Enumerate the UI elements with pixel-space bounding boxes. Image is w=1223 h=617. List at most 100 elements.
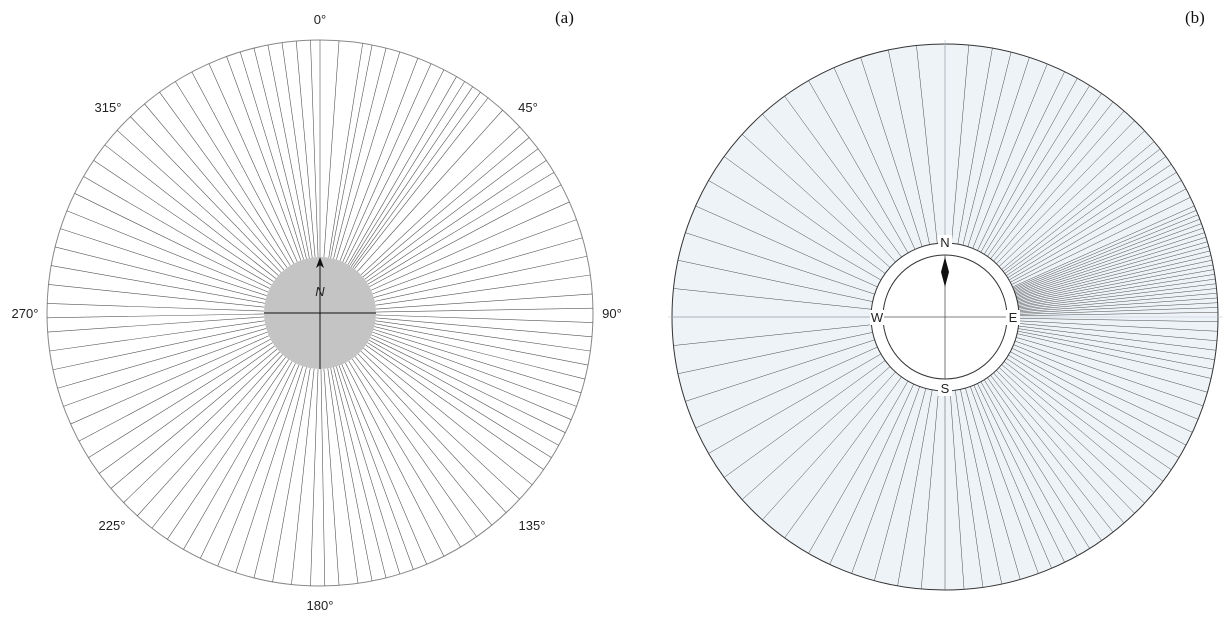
fracture-line [47,316,265,333]
fracture-line [677,332,873,375]
fracture-line [957,48,993,245]
fracture-line [253,48,307,259]
compass-north-label-bg [938,235,952,250]
fracture-line [1018,274,1215,306]
fracture-line [345,362,445,557]
fracture-line [708,353,882,454]
fracture-line [78,339,271,442]
degree-label: 315° [95,100,122,115]
fracture-line [341,364,427,565]
fracture-line [104,144,277,279]
fracture-line [371,334,572,420]
fracture-line [1018,292,1217,311]
fracture-line [374,326,585,380]
fracture-line [49,320,265,352]
fracture-line [993,110,1125,262]
fracture-line [996,370,1135,514]
fracture-line [972,63,1048,249]
fracture-line [339,58,419,261]
fracture-line [984,85,1090,255]
fracture-line [116,130,279,276]
fracture-line [1017,255,1212,301]
fracture-line [1018,288,1217,310]
north-label: N [315,284,325,299]
fracture-line [52,324,266,371]
fracture-line [272,368,311,582]
fracture-line [351,358,477,537]
fracture-line [1017,259,1213,302]
fracture-line [949,390,965,590]
fracture-line [695,205,878,288]
fracture-line [984,379,1090,549]
fracture-line [916,45,938,244]
fracture-line [208,63,298,262]
fracture-line [295,41,316,258]
fracture-line [977,71,1065,251]
fracture-line [920,390,939,589]
fracture-line [336,366,401,575]
fracture-line [980,381,1078,556]
fracture-line [357,109,503,272]
fracture-line [368,339,559,446]
fracture-line [973,385,1052,569]
fracture-line [1018,325,1216,351]
fracture-line [375,307,593,313]
fracture-line [151,356,286,529]
rose-diagram-a-svg: N 0° 45° 90° 135° 180° 225° 270° 315° [12,12,622,613]
fracture-line [695,346,878,429]
fracture-line [808,380,909,554]
fracture-line [360,350,520,500]
fracture-line [98,345,275,474]
panel-label-a: (a) [555,8,574,27]
fracture-line [673,324,872,346]
fracture-line [1017,333,1212,379]
fracture-line [371,201,570,291]
fracture-line [375,314,593,323]
fracture-line [310,40,319,258]
fracture-line [363,348,533,486]
fracture-line [1015,236,1207,296]
fracture-line [677,259,873,302]
fracture-line [829,383,914,565]
fracture-line [70,335,269,425]
fracture-line [235,366,303,573]
fracture-line [990,101,1114,259]
rose-diagram-b-svg: N E S W [668,40,1223,591]
fracture-line [373,237,583,298]
fracture-line [354,97,489,270]
fracture-line [110,348,278,489]
fracture-line [1013,218,1200,291]
fracture-line [345,69,445,264]
fracture-line [93,160,274,282]
fracture-line [723,360,886,478]
fracture-line [167,359,289,540]
fracture-line [897,389,933,586]
fracture-line [375,320,591,352]
fracture-line [987,377,1102,541]
fracture-line [960,389,1003,585]
fracture-line [48,284,265,308]
degree-label: 270° [12,306,39,321]
fracture-line [990,375,1114,533]
compass-south-label-bg [938,381,952,396]
fracture-line [57,328,267,389]
fracture-line [1015,232,1205,295]
fracture-line [1011,197,1191,285]
compass-west-label: W [871,310,884,325]
fracture-line [1013,344,1199,420]
fracture-line [83,176,272,286]
fracture-line [1017,264,1214,304]
fracture-line [327,368,359,584]
fracture-line [1014,223,1202,292]
fracture-line [1018,320,1218,332]
fracture-line [88,342,273,458]
fracture-line [784,376,902,539]
fracture-line [352,91,481,268]
fracture-line [360,126,520,276]
fracture-line [977,383,1065,563]
fracture-line [1018,311,1218,316]
fracture-line [998,367,1145,504]
fracture-line [130,116,282,273]
fracture-line [323,368,340,586]
fracture-line [998,130,1145,267]
